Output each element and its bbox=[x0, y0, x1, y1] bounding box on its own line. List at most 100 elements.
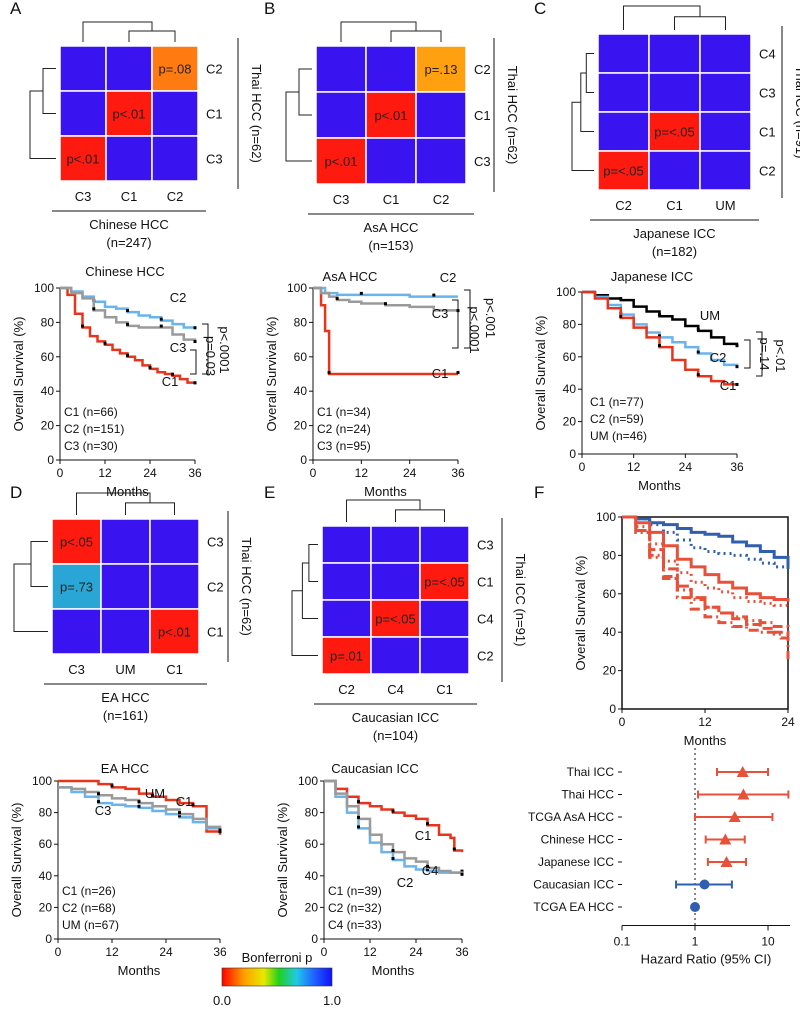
censor-mark bbox=[696, 327, 700, 331]
survival-plot-B: 0 20 40 60 80 100 0 12 24 36 Months Overall Surviva… bbox=[264, 269, 498, 499]
heatmap-E: p=<.05 p=<.05 p=.01 C2 C4 C1 C3 C1 C4 C2 Thai ICC … bbox=[291, 499, 528, 743]
heatmap-cell bbox=[415, 137, 467, 185]
censor-mark bbox=[137, 804, 141, 808]
panel-letter: B bbox=[264, 0, 275, 18]
row-label: C4 bbox=[477, 612, 494, 627]
heatmap-C: p=<.05 p=<.05 C2 C1 UM C4 C3 C1 C2 Thai ICC (n=91… bbox=[571, 5, 800, 259]
pvalue-bracket bbox=[190, 349, 197, 375]
censor-mark bbox=[193, 326, 197, 330]
pvalue-label: p<.0001 bbox=[217, 326, 232, 373]
column-label: C1 bbox=[436, 682, 453, 697]
censor-mark bbox=[193, 340, 197, 344]
curve-label: C2 bbox=[710, 350, 727, 365]
censor-mark bbox=[432, 293, 436, 297]
censor-mark bbox=[460, 869, 464, 873]
y-tick-label: 60 bbox=[563, 350, 577, 364]
heatmap-cell bbox=[151, 45, 199, 92]
column-dendrogram bbox=[340, 21, 417, 42]
curve-label: C4 bbox=[422, 863, 439, 878]
column-dendrogram bbox=[125, 502, 175, 515]
x-tick-label: 24 bbox=[143, 466, 157, 480]
heatmap-cell bbox=[59, 135, 107, 182]
x-axis-label: Months bbox=[118, 963, 161, 978]
column-label: C2 bbox=[433, 192, 450, 207]
column-label: C1 bbox=[121, 189, 138, 204]
heatmap-cell bbox=[315, 137, 367, 185]
censor-mark bbox=[126, 353, 129, 357]
censor-mark bbox=[137, 800, 141, 804]
censor-mark bbox=[452, 847, 456, 851]
x-tick-label: 36 bbox=[455, 945, 469, 959]
censor-mark bbox=[178, 814, 181, 818]
row-dendrogram bbox=[301, 562, 318, 619]
y-tick-label: 20 bbox=[294, 419, 308, 433]
y-tick-label: 40 bbox=[603, 625, 617, 639]
x-tick-label: 24 bbox=[781, 715, 795, 729]
side-label: Thai ICC (n=91) bbox=[793, 66, 800, 159]
x-tick-label: 12 bbox=[698, 715, 712, 729]
heatmap-cell bbox=[100, 608, 151, 655]
cell-pvalue: p<.01 bbox=[67, 152, 100, 167]
curve-label: C1 bbox=[720, 378, 737, 393]
row-label: C3 bbox=[206, 152, 223, 167]
x-axis-label: Months bbox=[364, 484, 407, 499]
y-tick-label: 0 bbox=[300, 453, 307, 467]
y-tick-label: 80 bbox=[563, 317, 577, 331]
y-tick-label: 40 bbox=[563, 382, 577, 396]
curve-label: C3 bbox=[432, 306, 449, 321]
row-label: C1 bbox=[206, 107, 223, 122]
legend-entry: C2 (n=24) bbox=[317, 422, 371, 436]
y-tick-label: 80 bbox=[39, 806, 53, 820]
x-tick-label: 24 bbox=[679, 460, 693, 474]
row-label: C2 bbox=[206, 62, 223, 77]
side-label: Thai HCC (n=62) bbox=[505, 66, 520, 165]
row-dendrogram bbox=[298, 68, 312, 116]
x-tick-label: 36 bbox=[451, 466, 465, 480]
column-label: C3 bbox=[333, 192, 350, 207]
column-label: C1 bbox=[383, 192, 400, 207]
survival-curve bbox=[622, 515, 790, 571]
pvalue-label: p<.01 bbox=[773, 340, 788, 373]
heatmap-cell bbox=[597, 150, 650, 191]
heatmap-cell bbox=[415, 91, 467, 139]
x-tick-label: 36 bbox=[213, 945, 227, 959]
row-label: C2 bbox=[474, 62, 491, 77]
cell-pvalue: p<.05 bbox=[60, 535, 93, 550]
cell-pvalue: p=<.05 bbox=[375, 612, 416, 627]
legend-entry: C1 (n=66) bbox=[64, 405, 118, 419]
pvalue-bracket bbox=[202, 323, 209, 375]
y-tick-label: 40 bbox=[305, 869, 319, 883]
censor-mark bbox=[619, 314, 623, 318]
panel-letter: C bbox=[534, 0, 546, 18]
column-label: UM bbox=[115, 662, 135, 677]
censor-mark bbox=[327, 371, 331, 374]
cell-pvalue: p<.01 bbox=[158, 625, 191, 640]
x-tick-label: 12 bbox=[355, 466, 369, 480]
y-tick-label: 20 bbox=[41, 419, 55, 433]
censor-mark bbox=[426, 864, 429, 868]
heatmap-cell bbox=[321, 525, 372, 564]
heatmap-cell bbox=[149, 608, 200, 655]
curve-label: C2 bbox=[170, 290, 187, 305]
curve-label: C3 bbox=[95, 803, 112, 818]
bottom-label: Caucasian ICC bbox=[352, 710, 439, 725]
study-label: Thai ICC bbox=[567, 765, 615, 779]
x-tick-label: 0 bbox=[57, 466, 64, 480]
bottom-n: (n=161) bbox=[103, 708, 148, 723]
heatmap-cell bbox=[321, 599, 372, 638]
side-label: Thai HCC (n=62) bbox=[249, 64, 264, 163]
cell-pvalue: p=.08 bbox=[159, 62, 192, 77]
pvalue-bracket bbox=[756, 331, 763, 377]
curve-label: C1 bbox=[162, 374, 179, 389]
censor-mark bbox=[735, 365, 739, 369]
censor-mark bbox=[357, 815, 360, 819]
heatmap-cell bbox=[699, 111, 752, 152]
x-tick-label: 24 bbox=[403, 466, 417, 480]
legend-entry: C4 (n=33) bbox=[328, 918, 382, 932]
bottom-n: (n=182) bbox=[652, 244, 697, 259]
y-tick-label: 80 bbox=[305, 806, 319, 820]
censor-mark bbox=[151, 793, 154, 797]
column-dendrogram bbox=[346, 499, 421, 522]
panel-letter: F bbox=[534, 483, 544, 502]
x-axis-label: Months bbox=[638, 478, 681, 493]
